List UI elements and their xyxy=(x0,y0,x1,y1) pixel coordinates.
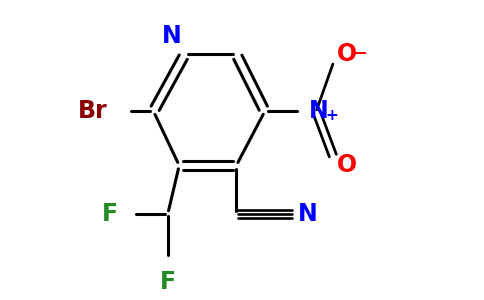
Text: F: F xyxy=(160,270,176,294)
Text: N: N xyxy=(162,25,182,49)
Text: O: O xyxy=(337,154,357,178)
Text: Br: Br xyxy=(78,99,108,123)
Text: −: − xyxy=(352,45,367,63)
Text: O: O xyxy=(337,42,357,66)
Text: N: N xyxy=(309,99,329,123)
Text: N: N xyxy=(298,202,318,226)
Text: F: F xyxy=(102,202,118,226)
Text: +: + xyxy=(326,108,338,123)
